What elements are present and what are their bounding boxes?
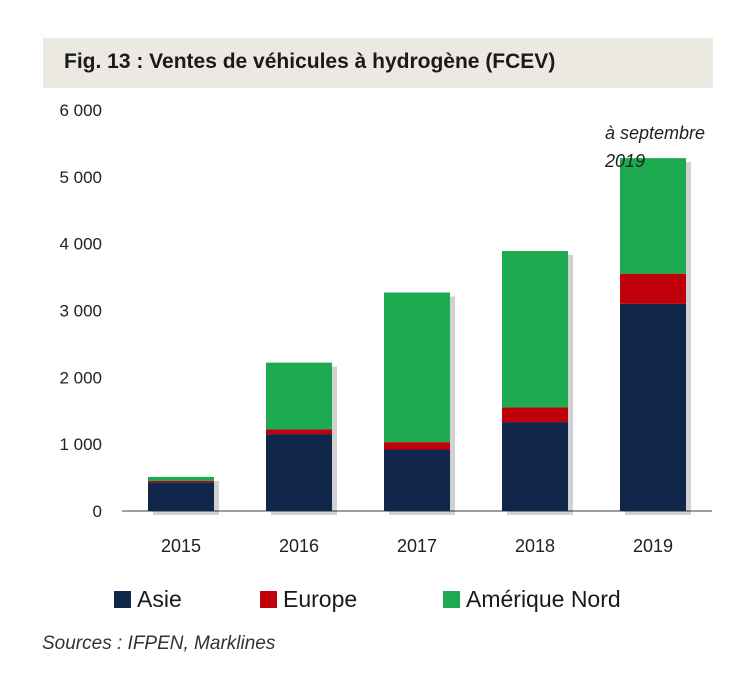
x-tick-label: 2019 [633, 536, 673, 556]
bar-segment-asie [266, 434, 332, 511]
y-tick-label: 0 [93, 502, 102, 521]
legend-swatch [260, 591, 277, 608]
legend-swatch [443, 591, 460, 608]
legend-label: Europe [283, 586, 357, 612]
x-tick-label: 2016 [279, 536, 319, 556]
bar-segment-amerique-nord [620, 158, 686, 274]
legend-label: Asie [137, 586, 182, 612]
bar-segment-europe [384, 442, 450, 450]
y-tick-label: 6 000 [59, 101, 102, 120]
y-tick-label: 1 000 [59, 435, 102, 454]
bar-segment-amerique-nord [502, 251, 568, 408]
bar-segment-asie [502, 422, 568, 511]
legend-label: Amérique Nord [466, 586, 621, 612]
bar-segment-amerique-nord [384, 292, 450, 443]
x-tick-label: 2018 [515, 536, 555, 556]
x-tick-label: 2015 [161, 536, 201, 556]
bar-segment-europe [148, 480, 214, 483]
bar-segment-amerique-nord [266, 362, 332, 430]
y-tick-label: 3 000 [59, 302, 102, 321]
y-tick-label: 5 000 [59, 168, 102, 187]
annotation-text: 2019 [604, 151, 645, 171]
legend-swatch [114, 591, 131, 608]
annotation-text: à septembre [605, 123, 705, 143]
bar-segment-europe [620, 273, 686, 304]
bar-segment-asie [620, 303, 686, 511]
bar-segment-europe [502, 407, 568, 423]
bar-segment-asie [384, 449, 450, 511]
y-tick-label: 2 000 [59, 368, 102, 387]
source-note: Sources : IFPEN, Marklines [42, 633, 276, 654]
title-band [43, 38, 713, 88]
bar-segment-asie [148, 482, 214, 511]
x-tick-label: 2017 [397, 536, 437, 556]
y-tick-label: 4 000 [59, 235, 102, 254]
bar-segment-europe [266, 429, 332, 435]
chart-title: Fig. 13 : Ventes de véhicules à hydrogèn… [64, 50, 556, 73]
bar-segment-amerique-nord [148, 476, 214, 481]
